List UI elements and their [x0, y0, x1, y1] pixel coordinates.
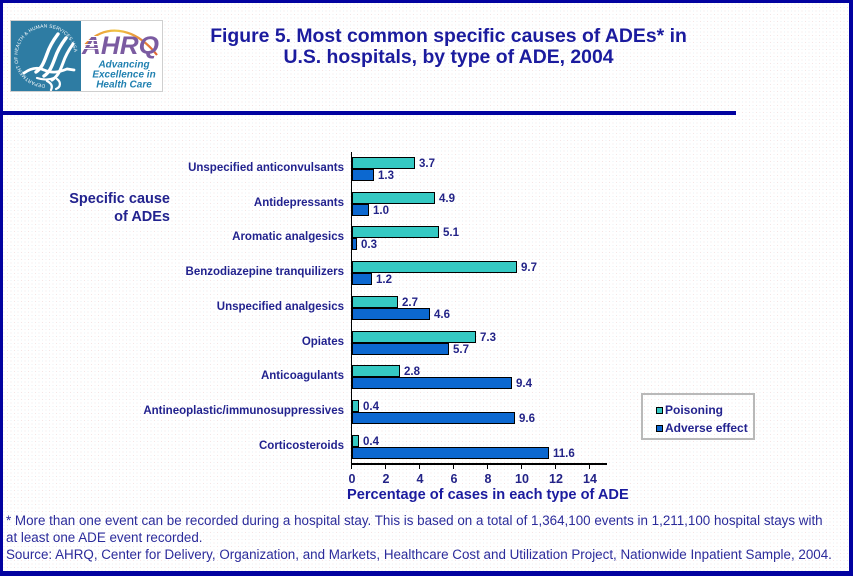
svg-text:Excellence in: Excellence in [92, 70, 155, 81]
svg-text:Health Care: Health Care [96, 80, 152, 91]
svg-text:Advancing: Advancing [97, 60, 149, 71]
